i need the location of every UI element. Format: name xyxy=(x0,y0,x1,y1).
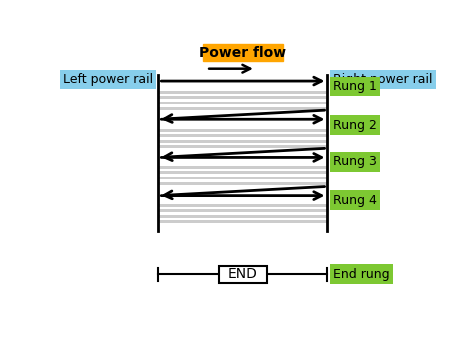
Text: Rung 2: Rung 2 xyxy=(333,119,377,132)
Text: END: END xyxy=(228,267,258,281)
Text: Rung 3: Rung 3 xyxy=(333,155,377,168)
Bar xyxy=(158,143,328,145)
Bar xyxy=(158,166,328,185)
Bar xyxy=(158,137,328,140)
Bar xyxy=(219,265,267,282)
Text: Rung 1: Rung 1 xyxy=(333,80,377,93)
Text: Power flow: Power flow xyxy=(200,46,286,60)
Bar xyxy=(158,218,328,220)
Bar xyxy=(158,169,328,171)
Bar xyxy=(158,132,328,134)
Text: Left power rail: Left power rail xyxy=(63,73,153,86)
Bar xyxy=(158,174,328,177)
Bar xyxy=(158,212,328,215)
Bar xyxy=(158,204,328,223)
Text: Rung 4: Rung 4 xyxy=(333,194,377,207)
FancyBboxPatch shape xyxy=(202,44,283,62)
Bar xyxy=(158,207,328,209)
Bar xyxy=(158,180,328,182)
Text: Right power rail: Right power rail xyxy=(333,73,432,86)
Bar xyxy=(158,93,328,96)
Bar xyxy=(158,99,328,102)
Bar xyxy=(158,91,328,110)
Bar xyxy=(158,104,328,107)
Bar xyxy=(158,129,328,148)
Text: End rung: End rung xyxy=(333,267,390,280)
